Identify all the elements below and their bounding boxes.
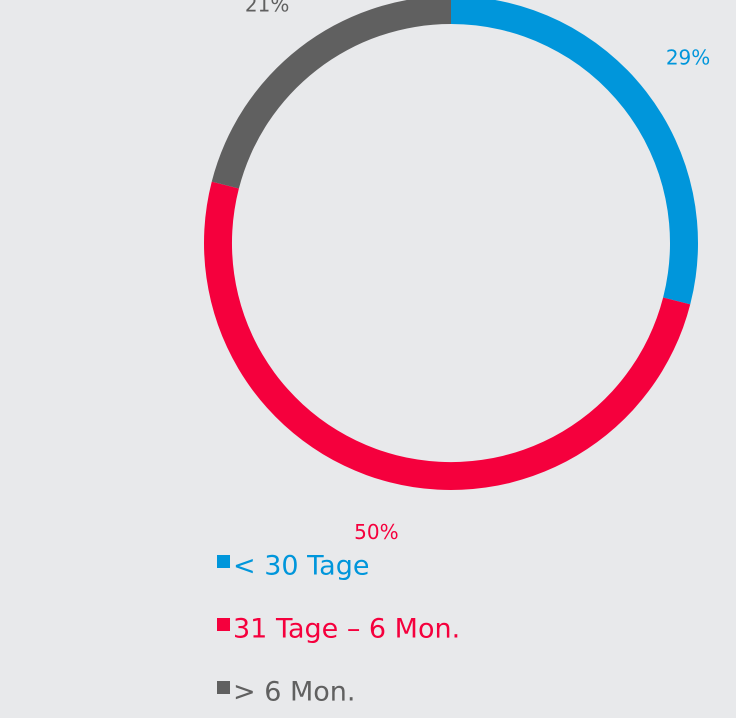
legend-swatch (217, 618, 230, 631)
legend-label: 31 Tage – 6 Mon. (233, 614, 460, 645)
legend-label: < 30 Tage (233, 551, 369, 582)
value-label: 21% (245, 0, 289, 16)
donut-segment (211, 0, 451, 189)
legend-label: > 6 Mon. (233, 677, 355, 708)
donut-segment (451, 0, 698, 305)
value-label: 50% (354, 520, 398, 544)
legend-swatch (217, 681, 230, 694)
legend-swatch (217, 555, 230, 568)
value-label: 29% (666, 46, 710, 70)
